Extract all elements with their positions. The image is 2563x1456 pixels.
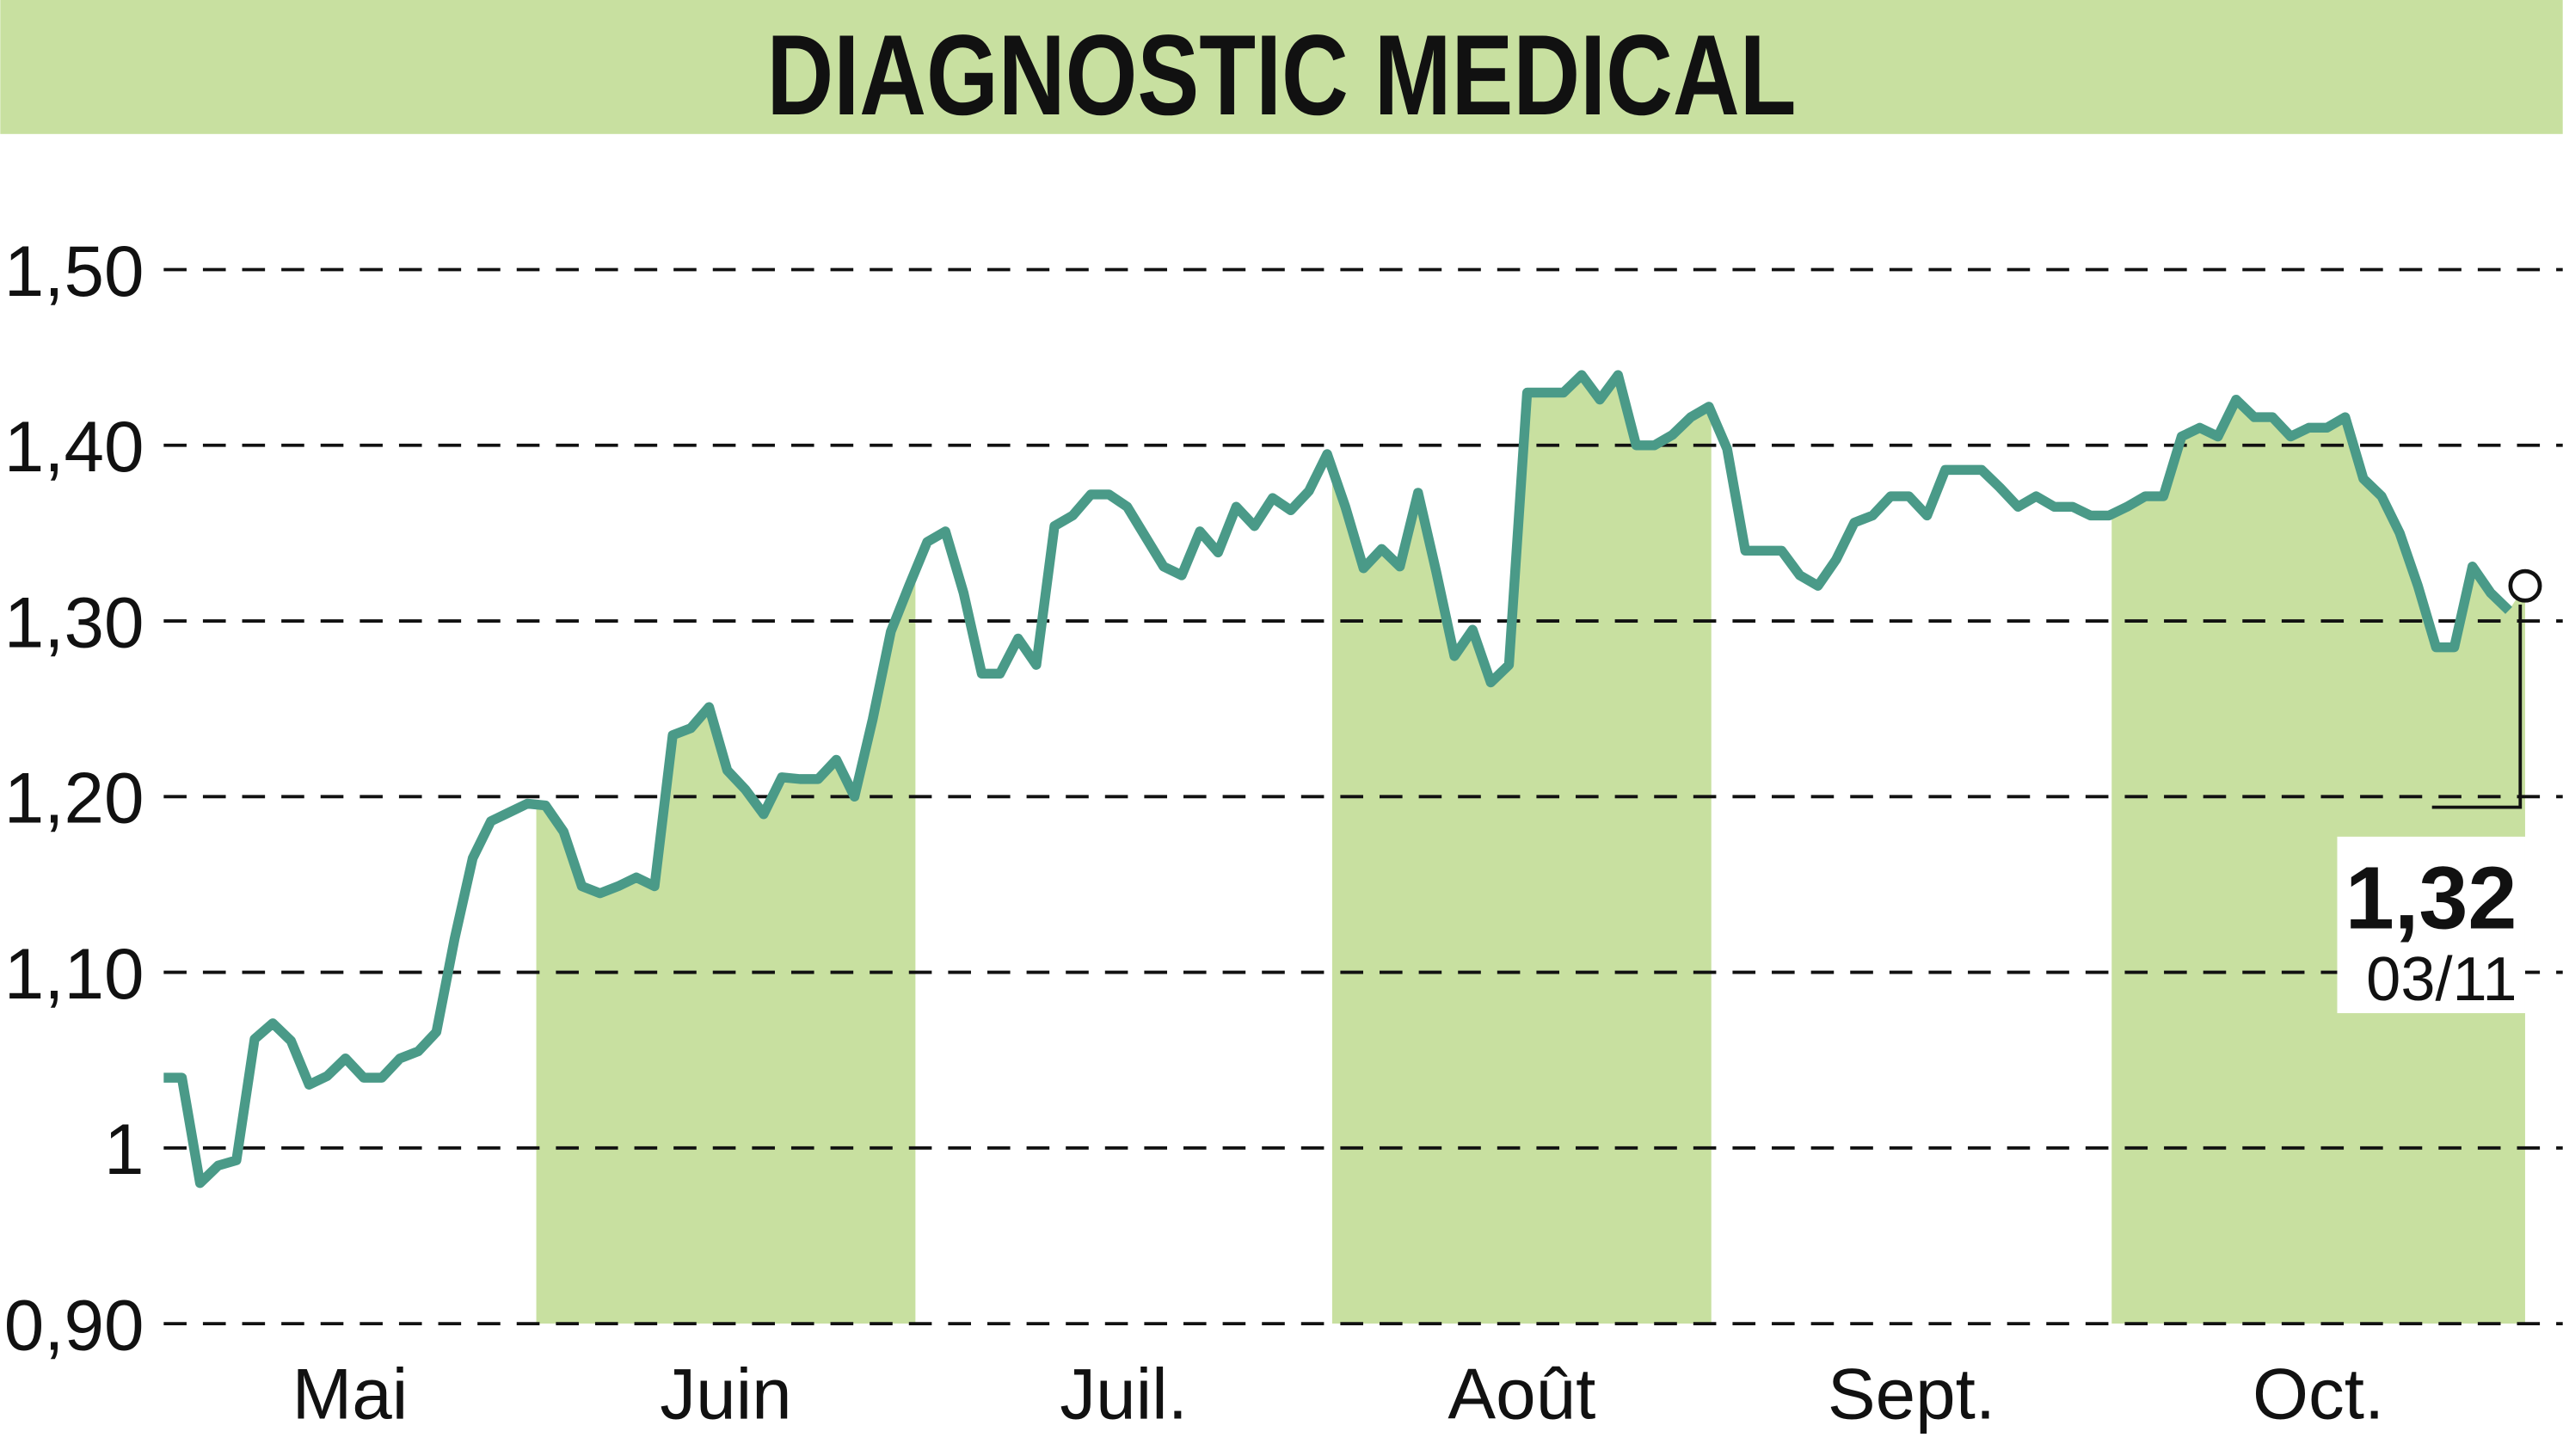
last-value-marker	[2508, 568, 2542, 603]
y-tick-label: 1,30	[4, 581, 144, 662]
month-label: Oct.	[2253, 1353, 2384, 1434]
last-value-box	[2337, 836, 2525, 1014]
month-label: Juil.	[1060, 1353, 1188, 1434]
price-line	[163, 370, 2512, 1189]
month-label: Août	[1447, 1353, 1595, 1434]
month-label: Sept.	[1828, 1353, 1995, 1434]
y-tick-label: 0,90	[4, 1284, 144, 1365]
y-tick-label: 1,50	[4, 230, 144, 311]
y-tick-label: 1	[104, 1109, 144, 1189]
last-value-leader	[2431, 605, 2523, 809]
month-label: Juin	[660, 1353, 791, 1434]
last-value-annotation: 1,32 03/11	[2337, 568, 2542, 1014]
y-tick-label: 1,10	[4, 933, 144, 1014]
y-tick-label: 1,20	[4, 758, 144, 839]
last-value-date: 03/11	[2366, 945, 2517, 1014]
y-tick-label: 1,40	[4, 406, 144, 487]
month-band-5	[2111, 375, 2525, 1324]
month-label: Mai	[292, 1353, 409, 1434]
last-value-label: 1,32	[2345, 848, 2517, 947]
title-banner	[0, 0, 2563, 134]
chart-title: DIAGNOSTIC MEDICAL	[766, 12, 1796, 139]
